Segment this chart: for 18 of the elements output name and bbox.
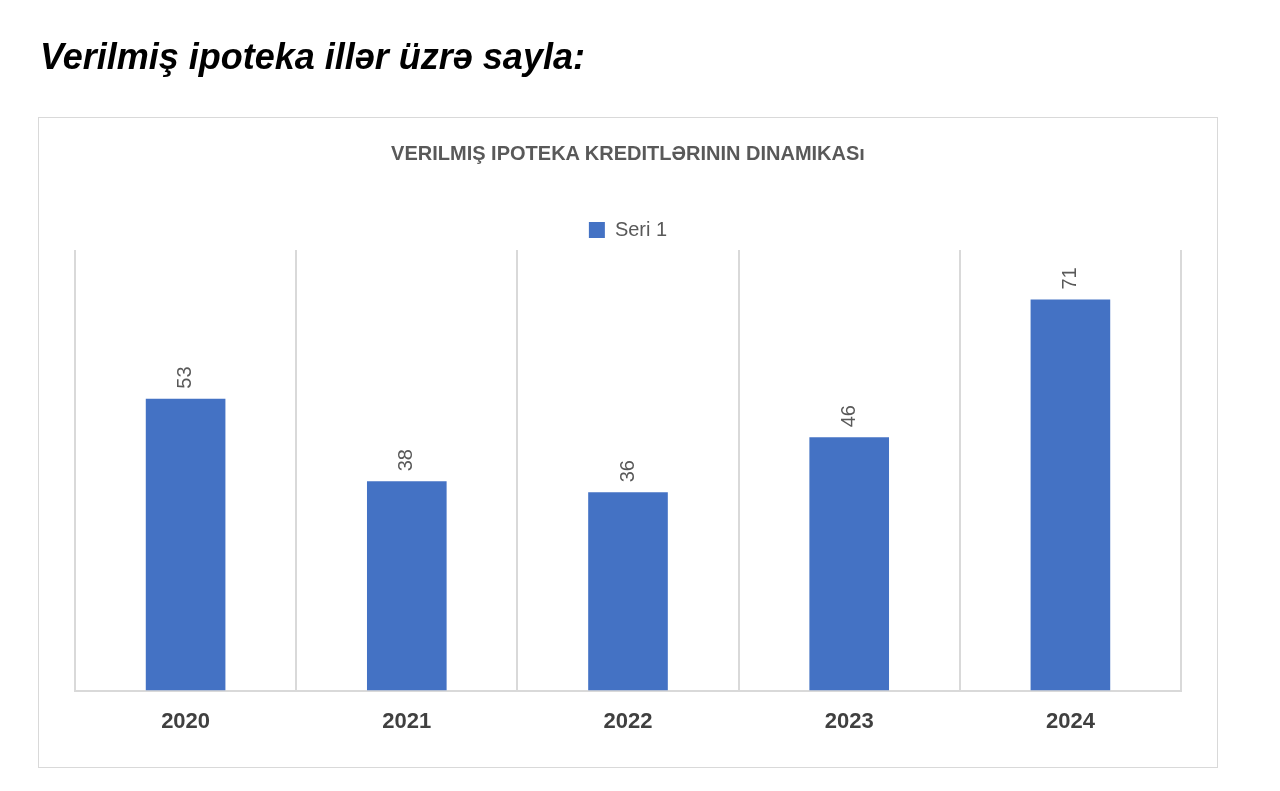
- x-tick-label: 2024: [1045, 707, 1096, 733]
- data-label: 71: [1057, 267, 1080, 290]
- chart-subtitle: VERILMIŞ IPOTEKA KREDITLƏRININ DINAMIKASı: [391, 141, 865, 164]
- chart-title: Verilmiş ipoteka illər üzrə sayla:: [40, 36, 585, 78]
- data-label: 36: [615, 460, 638, 483]
- x-tick-label: 2020: [161, 707, 211, 733]
- x-tick-label: 2021: [382, 707, 432, 733]
- data-label: 53: [173, 366, 196, 389]
- x-tick-label: 2023: [824, 707, 874, 733]
- bar: [809, 437, 890, 691]
- bar: [588, 492, 668, 691]
- bar: [366, 481, 447, 691]
- legend-label: Seri 1: [614, 217, 668, 240]
- bar: [1030, 299, 1111, 691]
- data-label: 46: [836, 405, 859, 428]
- data-label: 38: [394, 449, 417, 472]
- x-tick-label: 2022: [603, 707, 653, 733]
- bar: [145, 398, 226, 691]
